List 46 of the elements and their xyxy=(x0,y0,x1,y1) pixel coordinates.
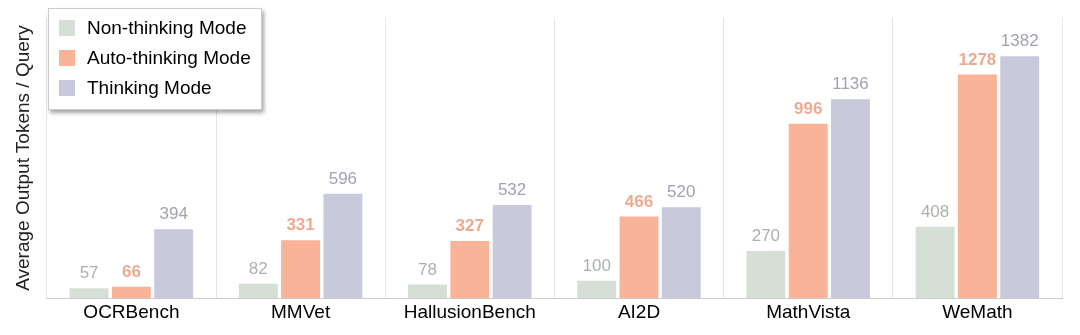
bar xyxy=(281,240,321,299)
y-axis-title: Average Output Tokens / Query xyxy=(11,24,33,291)
data-label: 466 xyxy=(624,191,654,211)
bar xyxy=(238,283,278,299)
bar xyxy=(788,123,828,299)
bar xyxy=(408,284,447,299)
data-label: 408 xyxy=(920,201,950,221)
x-tick-label: MMVet xyxy=(271,300,331,322)
data-label: 78 xyxy=(418,259,437,279)
x-tick-label: HallusionBench xyxy=(403,300,536,322)
legend-label: Non-thinking Mode xyxy=(87,17,247,39)
bar xyxy=(323,193,363,299)
x-tick-label: WeMath xyxy=(942,300,1013,322)
data-label: 66 xyxy=(121,261,141,281)
bar xyxy=(492,205,532,299)
data-label: 596 xyxy=(328,169,358,189)
data-label: 100 xyxy=(582,255,611,275)
bar xyxy=(577,280,617,299)
data-label: 394 xyxy=(159,204,188,224)
bar xyxy=(69,288,109,299)
x-tick-label: AI2D xyxy=(617,300,661,322)
legend-label: Auto-thinking Mode xyxy=(87,47,251,69)
data-label: 82 xyxy=(248,259,268,279)
data-label: 1278 xyxy=(958,49,997,69)
data-label: 1136 xyxy=(832,74,869,94)
data-label: 1382 xyxy=(1000,31,1039,51)
bar xyxy=(661,207,701,299)
bar xyxy=(154,229,194,299)
bar xyxy=(831,99,870,299)
x-tick-label: OCRBench xyxy=(83,300,180,322)
data-label: 57 xyxy=(79,263,99,283)
data-label: 996 xyxy=(794,98,823,118)
data-label: 270 xyxy=(751,226,781,246)
data-label: 532 xyxy=(497,180,527,200)
bar xyxy=(619,216,659,299)
legend-label: Thinking Mode xyxy=(87,77,212,99)
bar xyxy=(1000,56,1040,299)
bar xyxy=(450,240,490,299)
data-label: 331 xyxy=(286,215,315,235)
x-tick-label: MathVista xyxy=(766,300,851,322)
bar xyxy=(111,286,151,299)
bar xyxy=(915,226,955,299)
bar xyxy=(957,74,997,299)
data-label: 327 xyxy=(455,216,484,236)
bar xyxy=(746,250,786,299)
data-label: 520 xyxy=(667,182,696,202)
